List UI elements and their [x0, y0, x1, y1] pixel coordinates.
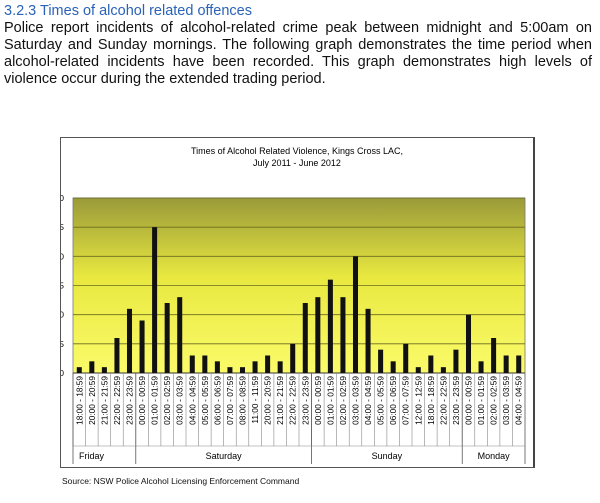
bar	[378, 349, 384, 373]
bar	[290, 343, 296, 373]
bar	[214, 361, 220, 373]
x-tick-label: 06:00 - 06:59	[388, 376, 398, 425]
x-tick-label: 03:00 - 03:59	[351, 376, 361, 425]
bar	[465, 314, 472, 373]
source-note: Source: NSW Police Alcohol Licensing Enf…	[62, 476, 300, 486]
y-tick-label: 30	[61, 193, 64, 203]
day-label: Sunday	[372, 451, 403, 461]
bar	[390, 361, 396, 373]
x-tick-label: 04:00 - 04:59	[514, 376, 524, 425]
bar	[177, 297, 183, 373]
bar	[503, 355, 509, 373]
y-tick-label: 10	[61, 310, 64, 320]
bar	[315, 297, 321, 373]
x-tick-label: 12:00 - 12:59	[413, 376, 423, 425]
bar	[403, 343, 409, 373]
x-tick-label: 21:00 - 21:59	[99, 376, 109, 425]
x-tick-label: 07:00 - 07:59	[225, 376, 235, 425]
x-tick-label: 00:00 - 00:59	[137, 376, 147, 425]
body-paragraph: Police report incidents of alcohol-relat…	[4, 20, 592, 87]
x-tick-label: 05:00 - 05:59	[376, 376, 386, 425]
x-tick-label: 21:00 - 21:59	[275, 376, 285, 425]
x-tick-label: 23:00 - 23:59	[451, 376, 461, 425]
bar	[478, 361, 484, 373]
x-tick-label: 05:00 - 05:59	[200, 376, 210, 425]
y-tick-label: 25	[61, 222, 64, 232]
x-tick-label: 20:00 - 20:59	[263, 376, 273, 425]
y-tick-label: 20	[61, 251, 64, 261]
x-tick-label: 22:00 - 22:59	[112, 376, 122, 425]
bar	[365, 308, 371, 373]
x-tick-label: 23:00 - 23:59	[300, 376, 310, 425]
x-tick-label: 04:00 - 04:59	[187, 376, 197, 425]
x-tick-label: 06:00 - 06:59	[212, 376, 222, 425]
chart-subtitle: July 2011 - June 2012	[253, 158, 341, 168]
bar	[428, 355, 434, 373]
bar	[340, 297, 346, 373]
bar	[352, 256, 359, 373]
y-tick-label: 15	[61, 281, 64, 291]
x-tick-label: 00:00 - 00:59	[464, 376, 474, 425]
x-tick-label: 23:00 - 23:59	[125, 376, 135, 425]
x-tick-label: 03:00 - 03:59	[175, 376, 185, 425]
x-tick-label: 02:00 - 02:59	[489, 376, 499, 425]
chart-title: Times of Alcohol Related Violence, Kings…	[191, 146, 403, 156]
bar	[491, 338, 497, 373]
bar	[139, 320, 145, 373]
x-tick-label: 01:00 - 01:59	[150, 376, 160, 425]
x-tick-label: 22:00 - 22:59	[438, 376, 448, 425]
bar	[239, 367, 246, 373]
day-label: Saturday	[206, 451, 243, 461]
bar	[252, 361, 258, 373]
bar	[189, 355, 195, 373]
bar	[415, 367, 421, 373]
bar	[114, 338, 120, 373]
x-tick-label: 02:00 - 02:59	[338, 376, 348, 425]
x-tick-label: 00:00 - 00:59	[313, 376, 323, 425]
x-tick-label: 01:00 - 01:59	[476, 376, 486, 425]
bar	[227, 367, 233, 373]
x-tick-label: 02:00 - 02:59	[162, 376, 172, 425]
x-tick-label: 08:00 - 08:59	[238, 376, 248, 425]
x-tick-label: 03:00 - 03:59	[501, 376, 511, 425]
bar	[265, 355, 271, 373]
bar	[302, 303, 308, 373]
day-label: Friday	[79, 451, 105, 461]
day-label: Monday	[478, 451, 511, 461]
bar-chart: Times of Alcohol Related Violence, Kings…	[55, 146, 526, 464]
bar	[164, 303, 170, 373]
bar	[453, 349, 459, 373]
x-tick-label: 11:00 - 11:59	[250, 376, 260, 424]
x-tick-label: 18:00 - 18:59	[74, 376, 84, 425]
bar	[89, 361, 95, 373]
x-tick-label: 20:00 - 20:59	[87, 376, 97, 425]
bar	[101, 367, 107, 373]
x-tick-label: 04:00 - 04:59	[363, 376, 373, 425]
bar	[516, 355, 522, 373]
bar	[152, 227, 158, 373]
bar	[76, 367, 82, 373]
y-tick-label: 0	[61, 368, 64, 378]
bar	[327, 279, 333, 373]
x-tick-label: 18:00 - 18:59	[426, 376, 436, 425]
x-tick-label: 01:00 - 01:59	[325, 376, 335, 425]
x-tick-label: 07:00 - 07:59	[401, 376, 411, 425]
bar	[440, 367, 446, 373]
bar	[126, 308, 133, 373]
section-heading: 3.2.3 Times of alcohol related offences	[4, 3, 252, 19]
y-tick-label: 5	[61, 339, 64, 349]
chart-frame: Times of Alcohol Related Violence, Kings…	[55, 137, 535, 468]
bar	[202, 355, 208, 373]
x-tick-label: 22:00 - 22:59	[288, 376, 298, 425]
bar	[277, 361, 283, 373]
